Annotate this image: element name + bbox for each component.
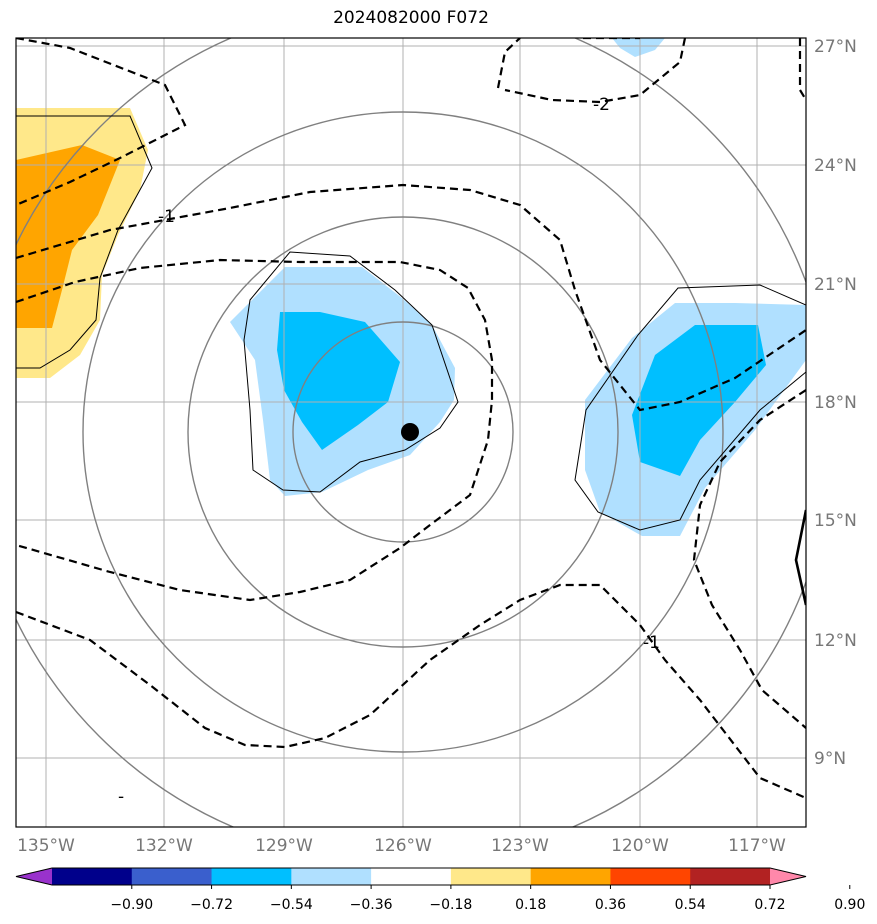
colorbar-swatch [131,868,213,885]
colorbar-label: 0.54 [675,897,706,913]
colorbar-swatch [211,868,292,885]
solid-contour-thick-east [794,509,806,606]
blue-region-center [277,312,400,450]
lat-label-12n: 12°N [814,631,857,651]
colorbar-swatch [450,868,532,885]
colorbar-swatch [291,868,372,885]
lat-label-24n: 24°N [814,156,857,176]
lon-label-132w: 132°W [135,836,193,856]
lon-label-117w: 117°W [728,836,786,856]
lon-label-120w: 120°W [611,836,669,856]
colorbar-extend-high [770,868,806,885]
colorbar-swatch [530,868,611,885]
colorbar-extend-low [16,868,52,885]
colorbar-label: −0.72 [190,897,233,913]
lon-label-129w: 129°W [255,836,313,856]
colorbar-swatch [610,868,691,885]
lon-label-126w: 126°W [374,836,432,856]
longitude-labels: 135°W 132°W 129°W 126°W 123°W 120°W 117°… [17,836,786,856]
contour-label-dash: - [118,787,124,807]
colorbar-label: −0.90 [110,897,153,913]
contour-label-minus-one-east: -1 [643,633,660,653]
colorbar-swatch [52,868,133,885]
contour-label-minus-one-west: -1 [158,207,175,227]
storm-center-marker [401,423,419,441]
orange-region-west [16,145,120,328]
contour-label-minus-two: -2 [593,95,610,115]
blue-region-east [632,325,766,476]
colorbar-label: 0.36 [595,897,626,913]
dashed-contours [16,38,806,800]
colorbar-swatch [690,868,771,885]
colorbar-label: −0.36 [350,897,393,913]
colorbar-swatch [371,868,452,885]
map-title: 2024082000 F072 [333,8,489,28]
map-frame [15,37,807,828]
lat-label-27n: 27°N [814,37,857,57]
lon-label-123w: 123°W [491,836,549,856]
lat-label-9n: 9°N [814,749,846,769]
latitude-labels: 27°N 24°N 21°N 18°N 15°N 12°N 9°N [814,37,857,769]
colorbar-label: 0.18 [515,897,546,913]
lon-label-135w: 135°W [17,836,75,856]
distance-circles [16,38,806,827]
map-content: -2 -1 -1 - [16,38,806,827]
colorbar-label: −0.54 [270,897,313,913]
lat-label-21n: 21°N [814,275,857,295]
colorbar-outline [15,867,807,886]
colorbar-label: −0.18 [429,897,472,913]
lightblue-region-north [612,38,665,57]
colorbar: −0.90 −0.72 −0.54 −0.36 −0.18 0.18 0.36 0.54 0.7… [15,867,865,913]
colorbar-label: 0.72 [754,897,785,913]
colorbar-label: 0.90 [834,897,865,913]
lat-label-18n: 18°N [814,393,857,413]
lat-label-15n: 15°N [814,511,857,531]
